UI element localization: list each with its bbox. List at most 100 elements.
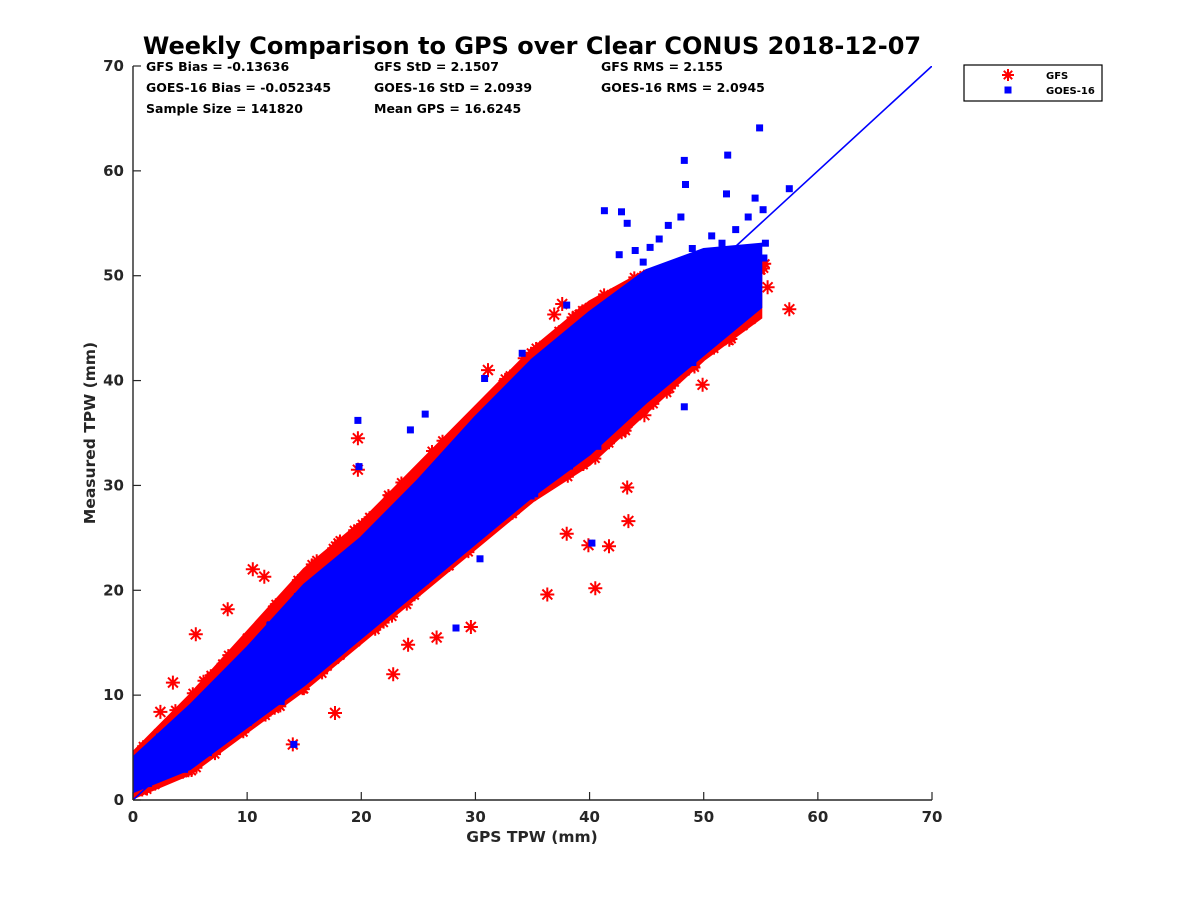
gfs-point [540, 587, 555, 602]
gfs-point [382, 489, 395, 502]
gfs-point [646, 393, 659, 406]
gfs-point-stroke [503, 374, 516, 387]
y-tick-label: 40 [103, 372, 124, 390]
gfs-point-stroke [760, 280, 775, 295]
goes16-point [740, 300, 748, 307]
goes16-point [615, 251, 623, 259]
gfs-point-stroke [401, 637, 416, 652]
goes16-point [488, 410, 496, 418]
gfs-point [137, 740, 150, 753]
goes16-point [441, 539, 449, 547]
y-tick-label: 10 [103, 686, 124, 704]
gfs-point [603, 437, 615, 450]
goes16-point [785, 185, 793, 193]
x-axis-label: GPS TPW (mm) [466, 828, 598, 846]
gfs-point-stroke [598, 288, 611, 301]
x-tick-label: 30 [465, 808, 486, 826]
gfs-point [310, 554, 323, 567]
goes16-point [688, 245, 696, 252]
goes16-point [664, 221, 672, 229]
goes16-point [159, 738, 167, 746]
gfs-point-stroke [561, 470, 574, 483]
gfs-point-stroke [297, 683, 310, 696]
stat-mean-gps: Mean GPS = 16.6245 [374, 101, 521, 116]
goes16-point [137, 765, 144, 773]
goes16-point [518, 349, 526, 357]
gfs-point [745, 313, 758, 326]
gfs-point-stroke [350, 431, 365, 446]
goes16-point [286, 613, 294, 621]
gfs-point [598, 288, 611, 301]
goes16-point [429, 569, 437, 577]
goes16-point [474, 526, 482, 534]
goes16-point [688, 355, 696, 363]
gfs-point-stroke [576, 304, 589, 317]
goes16-point [255, 662, 263, 670]
gfs-point [637, 408, 652, 423]
goes16-point [749, 283, 757, 291]
goes16-point [476, 427, 484, 435]
goes16-point [226, 703, 234, 711]
goes16-point [702, 288, 710, 296]
gfs-point [446, 430, 459, 443]
goes16-point [626, 364, 634, 372]
goes16-point [321, 574, 329, 582]
goes16-point [554, 439, 562, 447]
goes16-point [643, 284, 651, 292]
goes16-point [225, 694, 233, 702]
goes16-point [550, 395, 557, 402]
gfs-point-stroke [436, 434, 449, 447]
goes16-point [739, 274, 747, 282]
y-tick-label: 20 [103, 581, 124, 599]
gfs-point-stroke [723, 334, 736, 347]
gfs-point-stroke [583, 301, 596, 314]
goes16-point [213, 692, 220, 700]
goes16-point [737, 258, 745, 266]
goes16-point [652, 330, 660, 338]
goes16-point [399, 517, 407, 525]
goes16-point [717, 310, 725, 317]
gfs-point [386, 667, 401, 682]
goes16-point [437, 521, 445, 529]
goes16-point [558, 409, 566, 417]
gfs-point [429, 630, 444, 645]
goes16-point [186, 731, 194, 739]
goes16-point [236, 661, 244, 669]
gfs-point-stroke [294, 576, 307, 589]
goes16-point [759, 206, 767, 214]
gfs-point [620, 480, 635, 495]
gfs-point-stroke [527, 347, 540, 360]
legend-gfs-asterisk-stroke [1002, 69, 1014, 81]
goes16-point [506, 437, 514, 445]
gfs-point-stroke [589, 452, 602, 465]
goes16-point [244, 712, 252, 720]
gfs-point [386, 610, 398, 623]
goes16-point [493, 485, 501, 493]
gfs-point-stroke [328, 706, 342, 720]
gfs-point-stroke [575, 308, 588, 321]
legend: GFS GOES-16 [963, 64, 1103, 102]
goes16-point [248, 650, 256, 658]
one-to-one-reference-line [133, 66, 932, 800]
gfs-point-stroke [462, 546, 475, 559]
goes16-point [608, 390, 616, 398]
gfs-point [356, 518, 369, 531]
gfs-point [316, 667, 329, 680]
legend-goes16-square [1004, 86, 1012, 94]
gfs-point-stroke [316, 667, 329, 680]
goes16-point [620, 289, 628, 297]
goes16-point [623, 219, 631, 227]
legend-gfs-asterisk [1002, 69, 1014, 81]
gfs-point-stroke [563, 319, 576, 331]
goes16-point [458, 521, 466, 529]
gfs-point-stroke [555, 297, 570, 311]
gfs-point-stroke [356, 518, 369, 531]
gfs-point-stroke [197, 674, 210, 687]
gfs-point-stroke [540, 587, 555, 602]
gfs-point [628, 271, 641, 284]
goes16-point [316, 576, 324, 584]
goes16-point [756, 124, 764, 132]
gfs-point-stroke [348, 524, 361, 537]
goes16-point [424, 536, 432, 544]
goes16-point [297, 655, 305, 663]
